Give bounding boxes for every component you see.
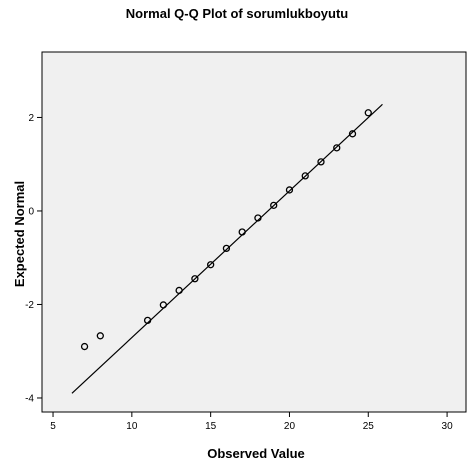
y-tick-label: 2 <box>28 113 34 124</box>
data-point <box>207 261 215 269</box>
x-tick-label: 5 <box>50 421 56 432</box>
data-point <box>270 201 278 210</box>
chart-title: Normal Q-Q Plot of sorumlukboyutu <box>126 6 349 21</box>
reference-line <box>71 103 383 394</box>
data-point <box>348 130 357 138</box>
data-point <box>301 172 309 180</box>
data-point <box>80 342 89 351</box>
x-axis-label: Observed Value <box>207 446 305 461</box>
data-point <box>222 244 231 253</box>
data-point <box>317 158 325 166</box>
data-points-layer <box>80 109 372 351</box>
plot-area <box>41 51 467 413</box>
y-axis-label: Expected Normal <box>12 181 27 287</box>
x-axis-ticks: 5 10 15 20 25 30 <box>50 412 453 432</box>
data-point <box>238 228 246 236</box>
x-tick-label: 10 <box>126 421 138 432</box>
data-point <box>333 144 341 152</box>
data-point <box>364 109 372 117</box>
data-point <box>175 286 183 295</box>
x-tick-label: 30 <box>442 421 454 432</box>
x-tick-label: 25 <box>363 421 375 432</box>
data-point <box>143 316 152 325</box>
data-point <box>159 301 168 309</box>
y-tick-label: -4 <box>25 393 34 404</box>
data-point <box>96 332 104 340</box>
reference-line-layer <box>71 103 383 394</box>
y-tick-label: -2 <box>25 300 34 311</box>
data-point <box>285 186 294 194</box>
y-tick-label: 0 <box>28 206 34 217</box>
data-point <box>254 214 262 222</box>
x-tick-label: 15 <box>205 421 217 432</box>
x-tick-label: 20 <box>284 421 296 432</box>
y-axis-ticks: -4 -2 0 2 <box>25 113 42 404</box>
data-point <box>191 275 199 283</box>
